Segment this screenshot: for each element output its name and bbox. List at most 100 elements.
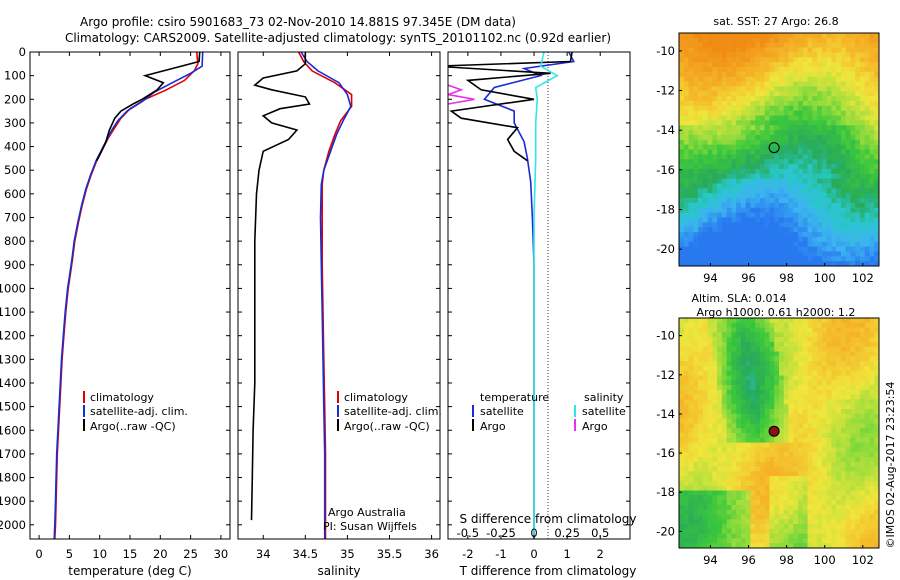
heatmap-cell bbox=[812, 144, 818, 150]
heatmap-cell bbox=[717, 514, 723, 520]
heatmap-cell bbox=[845, 193, 851, 199]
heatmap-cell bbox=[759, 528, 766, 535]
heatmap-cell bbox=[731, 110, 737, 116]
heatmap-cell bbox=[788, 346, 794, 352]
heatmap-cell bbox=[764, 399, 770, 405]
heatmap-cell bbox=[831, 183, 837, 189]
heatmap-cell bbox=[869, 476, 875, 482]
heatmap-cell bbox=[693, 413, 699, 420]
heatmap-cell bbox=[769, 241, 775, 247]
heatmap-cell bbox=[731, 337, 737, 343]
heatmap-cell bbox=[793, 256, 799, 262]
heatmap-cell bbox=[802, 437, 808, 443]
heatmap-cell bbox=[702, 456, 708, 463]
heatmap-cell bbox=[869, 437, 875, 443]
heatmap-cell bbox=[840, 519, 847, 525]
heatmap-cell bbox=[688, 134, 694, 141]
heatmap-cell bbox=[683, 433, 689, 439]
heatmap-cell bbox=[726, 159, 732, 165]
heatmap-cell bbox=[869, 433, 875, 439]
heatmap-cell bbox=[788, 428, 794, 434]
heatmap-cell bbox=[793, 183, 799, 189]
heatmap-cell bbox=[788, 125, 794, 131]
heatmap-cell bbox=[836, 188, 842, 194]
heatmap-cell bbox=[845, 485, 851, 491]
heatmap-cell bbox=[717, 533, 723, 539]
heatmap-cell bbox=[750, 514, 756, 520]
heatmap-cell bbox=[774, 404, 780, 410]
heatmap-cell bbox=[750, 96, 756, 102]
heatmap-cell bbox=[783, 356, 789, 362]
heatmap-cell bbox=[707, 76, 713, 82]
heatmap-cell bbox=[807, 341, 813, 348]
salinity-panel: 34 34.5 35 35.5 36 salinity climatology sate… bbox=[237, 51, 442, 578]
heatmap-cell bbox=[750, 495, 756, 501]
heatmap-cell bbox=[717, 452, 723, 458]
heatmap-cell bbox=[812, 236, 818, 243]
heatmap-cell bbox=[731, 500, 737, 506]
heatmap-cell bbox=[802, 130, 808, 136]
heatmap-cell bbox=[702, 447, 708, 453]
heatmap-cell bbox=[845, 96, 851, 102]
heatmap-cell bbox=[855, 125, 861, 131]
heatmap-cell bbox=[864, 91, 870, 97]
heatmap-cell bbox=[798, 500, 804, 506]
series-line-salinity-satellite bbox=[533, 52, 559, 539]
heatmap-cell bbox=[750, 375, 756, 381]
heatmap-cell bbox=[679, 236, 685, 243]
heatmap-cell bbox=[859, 100, 866, 107]
heatmap-cell bbox=[845, 504, 851, 511]
heatmap-cell bbox=[850, 337, 856, 343]
heatmap-cell bbox=[736, 409, 742, 415]
heatmap-cell bbox=[679, 533, 685, 539]
heatmap-cell bbox=[831, 130, 837, 136]
heatmap-cell bbox=[855, 528, 861, 535]
heatmap-cell bbox=[817, 217, 823, 223]
heatmap-cell bbox=[850, 241, 856, 247]
heatmap-cell bbox=[840, 144, 847, 150]
heatmap-cell bbox=[855, 37, 861, 44]
heatmap-cell bbox=[855, 495, 861, 501]
heatmap-cell bbox=[726, 212, 732, 218]
heatmap-cell bbox=[759, 62, 766, 68]
heatmap-cell bbox=[721, 33, 728, 39]
heatmap-cell bbox=[726, 139, 732, 146]
heatmap-cell bbox=[869, 149, 875, 155]
heatmap-cell bbox=[850, 524, 856, 530]
heatmap-cell bbox=[769, 452, 775, 458]
heatmap-cell bbox=[874, 236, 879, 243]
heatmap-cell bbox=[779, 232, 785, 238]
x-tick-label: 100 bbox=[814, 271, 836, 285]
heatmap-cell bbox=[683, 96, 689, 102]
heatmap-cell bbox=[840, 490, 847, 496]
heatmap-cell bbox=[783, 528, 789, 535]
heatmap-cell bbox=[812, 66, 818, 73]
heatmap-cell bbox=[831, 361, 837, 367]
heatmap-cell bbox=[874, 524, 879, 530]
heatmap-cell bbox=[764, 495, 770, 501]
heatmap-cell bbox=[793, 385, 799, 391]
heatmap-cell bbox=[712, 227, 718, 233]
heatmap-cell bbox=[783, 365, 789, 372]
heatmap-cell bbox=[821, 71, 828, 78]
heatmap-cell bbox=[731, 57, 737, 63]
heatmap-cell bbox=[869, 543, 875, 548]
heatmap-cell bbox=[712, 504, 718, 511]
legend-label-climatology: climatology bbox=[344, 391, 408, 404]
heatmap-cell bbox=[836, 207, 842, 213]
heatmap-cell bbox=[869, 134, 875, 141]
heatmap-cell bbox=[707, 81, 713, 87]
heatmap-cell bbox=[869, 399, 875, 405]
heatmap-cell bbox=[859, 519, 866, 525]
heatmap-cell bbox=[821, 519, 828, 525]
heatmap-cell bbox=[874, 159, 879, 165]
y-tick-label: -14 bbox=[656, 123, 675, 137]
heatmap-cell bbox=[759, 404, 766, 410]
heatmap-cell bbox=[688, 202, 694, 209]
heatmap-cell bbox=[855, 115, 861, 121]
heatmap-cell bbox=[774, 538, 780, 544]
heatmap-cell bbox=[874, 52, 879, 58]
heatmap-cell bbox=[745, 413, 751, 420]
heatmap-cell bbox=[874, 173, 879, 180]
heatmap-cell bbox=[864, 504, 870, 511]
